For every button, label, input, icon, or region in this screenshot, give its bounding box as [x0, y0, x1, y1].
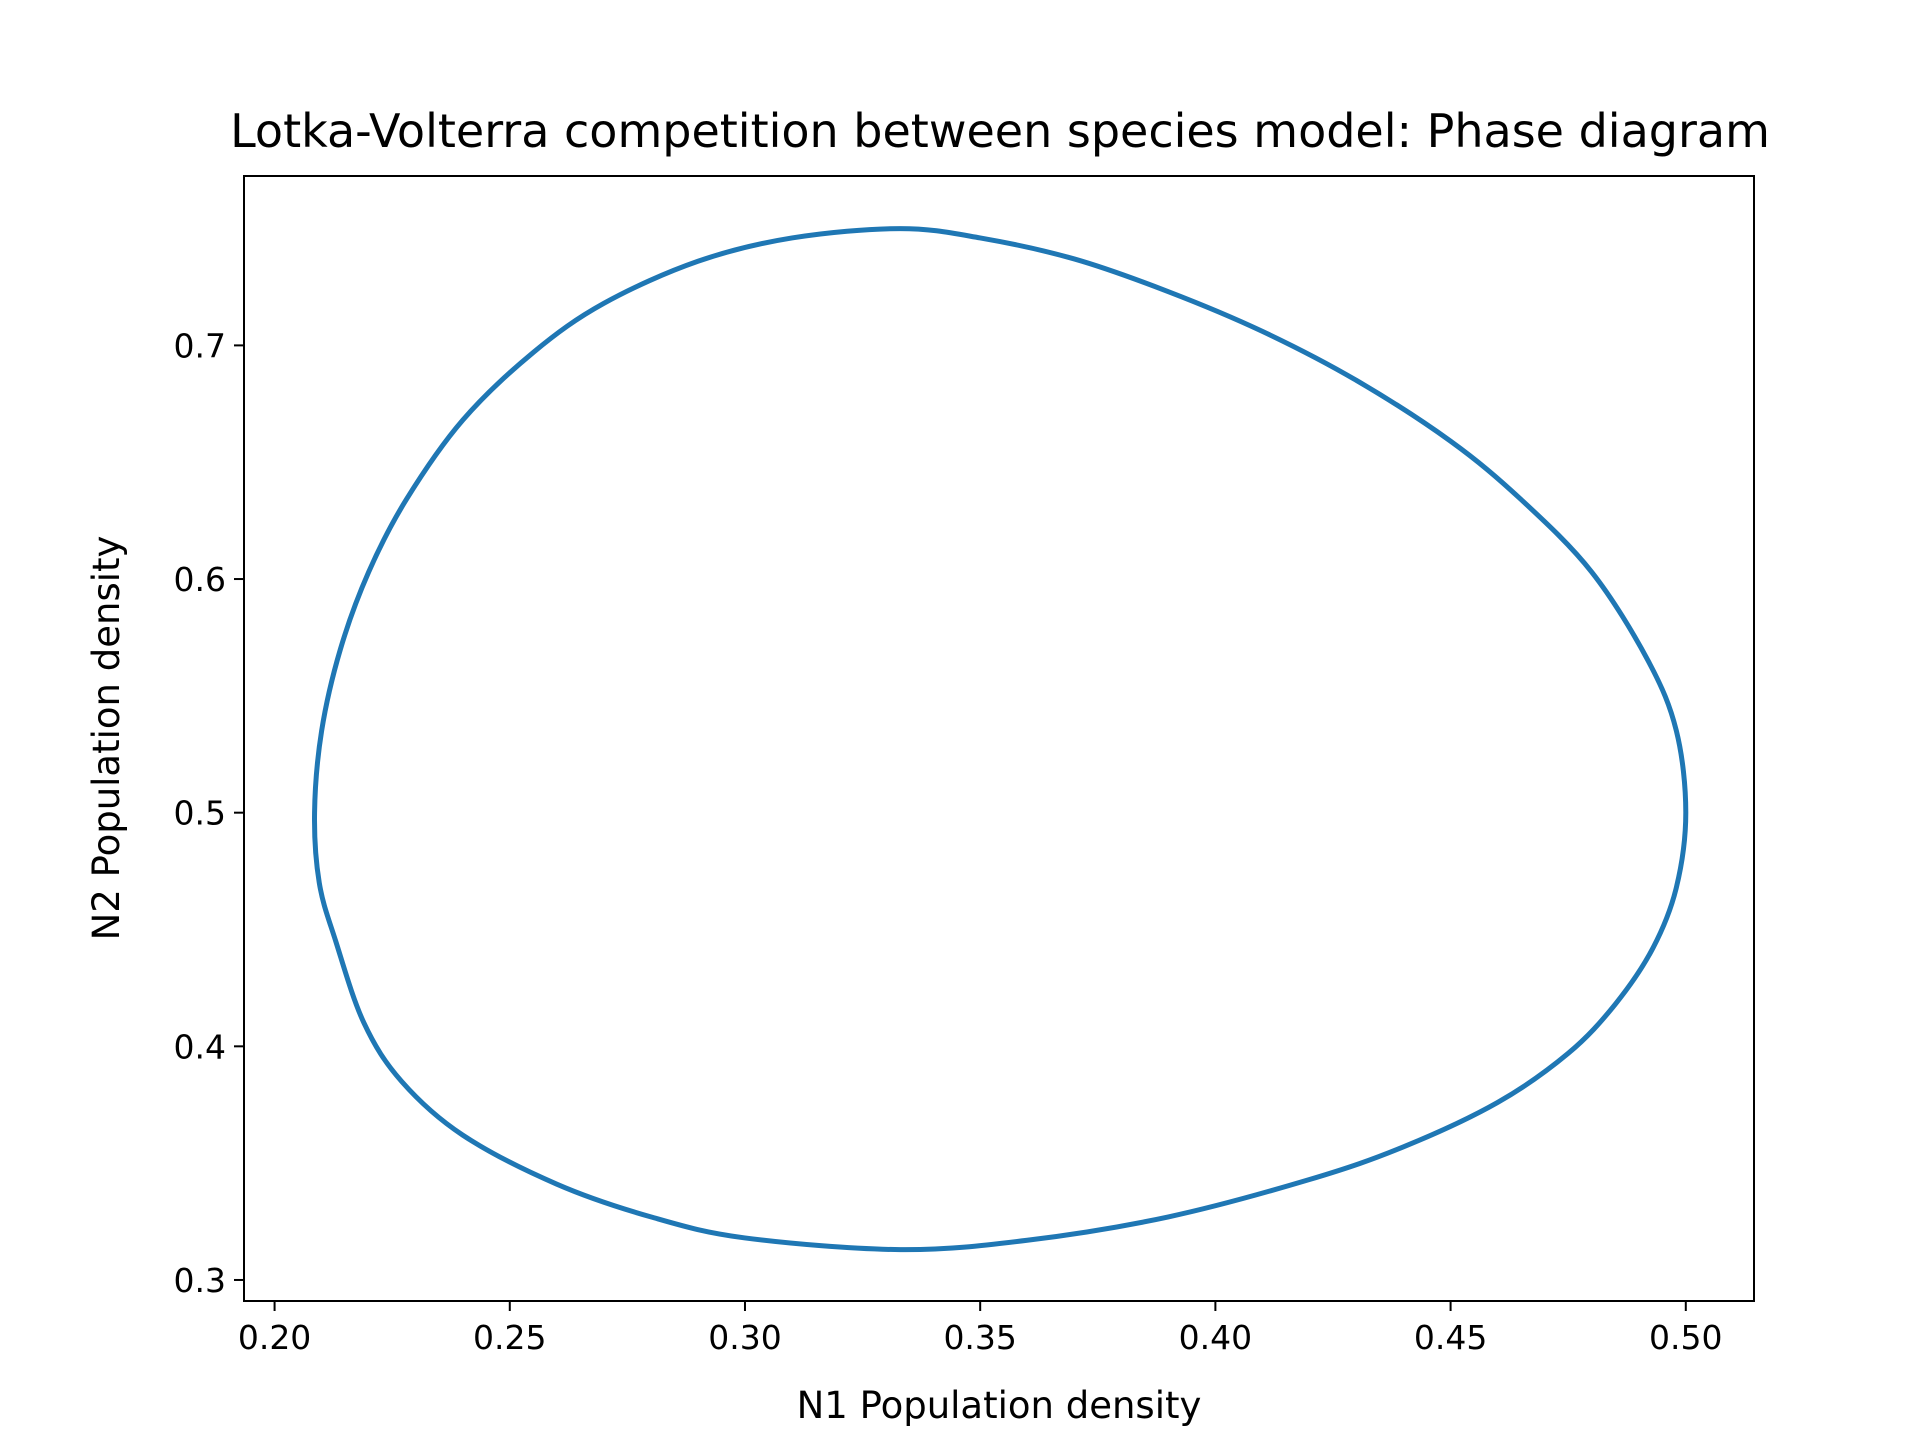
x-axis-ticks: 0.20 0.25 0.30 0.35 0.40 0.45 0.50 — [238, 1301, 1723, 1357]
x-tick-label: 0.45 — [1414, 1318, 1487, 1357]
x-tick-label: 0.25 — [473, 1318, 546, 1357]
y-tick-label: 0.5 — [174, 794, 226, 833]
x-tick-label: 0.30 — [708, 1318, 781, 1357]
x-tick-label: 0.50 — [1649, 1318, 1722, 1357]
y-tick-label: 0.6 — [174, 560, 226, 599]
plot-area — [312, 226, 1689, 1253]
y-tick-label: 0.4 — [174, 1027, 226, 1066]
plot-frame — [243, 175, 1755, 1302]
x-tick-label: 0.40 — [1179, 1318, 1252, 1357]
y-axis-ticks: 0.3 0.4 0.5 0.6 0.7 — [174, 326, 244, 1300]
chart-title: Lotka-Volterra competition between speci… — [230, 104, 1770, 158]
y-tick-label: 0.3 — [174, 1261, 226, 1300]
x-tick-label: 0.35 — [943, 1318, 1016, 1357]
y-tick-label: 0.7 — [174, 326, 226, 365]
x-axis-label: N1 Population density — [797, 1384, 1202, 1427]
y-axis-label: N2 Population density — [85, 536, 128, 941]
x-tick-label: 0.20 — [238, 1318, 311, 1357]
phase-trajectory-line-0 — [312, 226, 1689, 1253]
